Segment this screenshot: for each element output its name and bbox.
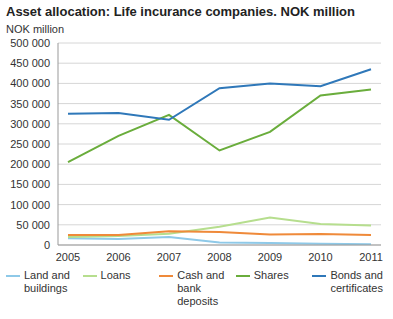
svg-text:2008: 2008: [207, 251, 231, 263]
svg-text:200 000: 200 000: [10, 158, 50, 170]
svg-text:150 000: 150 000: [10, 178, 50, 190]
svg-text:300 000: 300 000: [10, 118, 50, 130]
svg-text:2009: 2009: [258, 251, 282, 263]
html-text:Loans: Loans: [100, 269, 131, 281]
svg-text:500 000: 500 000: [10, 37, 50, 49]
html-text:Asset allocation: Life incuran: Asset allocation: Life incurance compani…: [6, 4, 355, 19]
svg-text:50 000: 50 000: [16, 219, 50, 231]
svg-text:350 000: 350 000: [10, 98, 50, 110]
svg-text:250 000: 250 000: [10, 138, 50, 150]
html-text:NOK million: NOK million: [6, 23, 65, 35]
svg-text:0: 0: [44, 239, 50, 251]
html-text:Shares: Shares: [253, 269, 289, 281]
html-text:Bonds and certificates: Bonds and certificates: [330, 269, 383, 294]
svg-text:2011: 2011: [359, 251, 383, 263]
svg-text:400 000: 400 000: [10, 77, 50, 89]
svg-text:2007: 2007: [157, 251, 181, 263]
svg-text:100 000: 100 000: [10, 199, 50, 211]
svg-text:450 000: 450 000: [10, 57, 50, 69]
svg-text:2006: 2006: [106, 251, 130, 263]
svg-text:2005: 2005: [56, 251, 80, 263]
html-text:Land and buildings: Land and buildings: [24, 269, 70, 294]
svg-text:2010: 2010: [308, 251, 332, 263]
html-text:Cash and bank deposits: Cash and bank deposits: [177, 269, 225, 307]
